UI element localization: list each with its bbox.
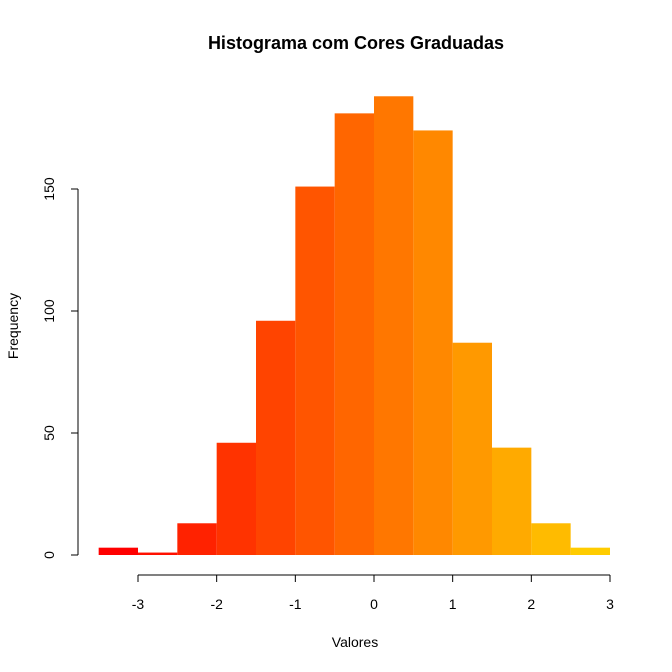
histogram-bar: [216, 442, 256, 555]
histogram-bar: [531, 523, 571, 555]
x-axis-label: Valores: [332, 634, 378, 650]
y-tick-label: 150: [41, 177, 57, 201]
histogram-bar: [413, 130, 453, 555]
x-axis: -3 -2 -1 0 1 2 3: [132, 574, 614, 612]
histogram-bar: [334, 113, 374, 556]
histogram-bar: [452, 342, 492, 555]
chart-title: Histograma com Cores Graduadas: [208, 33, 504, 53]
histogram-bar: [374, 96, 414, 555]
histogram-bar: [138, 552, 178, 555]
y-axis-label: Frequency: [5, 293, 21, 359]
histogram-bar: [98, 547, 138, 555]
x-tick-label: 1: [449, 596, 457, 612]
y-tick-label: 100: [41, 299, 57, 323]
x-tick-label: -2: [210, 596, 223, 612]
histogram-bar: [295, 186, 335, 555]
x-tick-label: 0: [370, 596, 378, 612]
x-tick-label: 2: [527, 596, 535, 612]
y-axis: 0 50 100 150: [41, 177, 79, 559]
y-tick-label: 50: [41, 425, 57, 441]
x-tick-label: -1: [289, 596, 302, 612]
x-tick-label: 3: [606, 596, 614, 612]
histogram-bar: [177, 523, 217, 555]
histogram-bar: [492, 447, 532, 555]
histogram-bar: [256, 320, 296, 555]
histogram-bar: [570, 547, 610, 555]
x-tick-label: -3: [132, 596, 145, 612]
y-tick-label: 0: [41, 551, 57, 559]
bars-group: [98, 96, 610, 556]
